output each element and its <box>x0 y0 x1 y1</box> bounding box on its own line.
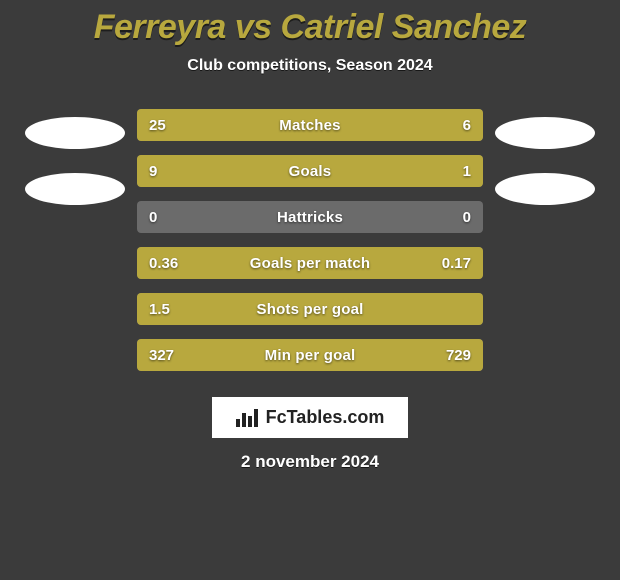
stat-bar-left-segment <box>137 155 448 187</box>
stat-bar-right-segment <box>448 155 483 187</box>
stats-section: Matches256 Goals91 Hattricks0 0 Goals per ma… <box>0 109 620 371</box>
right-avatar-column <box>495 109 595 205</box>
player-avatar-right-2 <box>495 173 595 205</box>
date-label: 2 november 2024 <box>241 452 379 472</box>
brand-text: FcTables.com <box>266 407 385 428</box>
stat-bar: Min per goal327729 <box>137 339 483 371</box>
stat-bar-left-segment <box>137 339 244 371</box>
brand-logo-box: FcTables.com <box>212 397 409 438</box>
stat-bar-right-segment <box>417 109 483 141</box>
page-title: Ferreyra vs Catriel Sanchez <box>94 8 527 47</box>
stat-bar-left-segment <box>137 109 417 141</box>
stat-bar-right-segment <box>372 247 483 279</box>
stat-bar: Goals91 <box>137 155 483 187</box>
stat-bar-left-segment <box>137 247 372 279</box>
stat-bar-left-value: 0 <box>137 201 169 233</box>
stat-bar: Hattricks0 0 <box>137 201 483 233</box>
player-avatar-left-1 <box>25 117 125 149</box>
player-avatar-right-1 <box>495 117 595 149</box>
stat-bar: Matches256 <box>137 109 483 141</box>
left-avatar-column <box>25 109 125 205</box>
stat-bar-right-segment <box>244 339 483 371</box>
stat-bar: Shots per goal1.5 <box>137 293 483 325</box>
stat-bar-label: Hattricks <box>137 201 483 233</box>
subtitle: Club competitions, Season 2024 <box>187 57 432 75</box>
comparison-card: Ferreyra vs Catriel Sanchez Club competi… <box>0 0 620 472</box>
stat-bar: Goals per match0.360.17 <box>137 247 483 279</box>
stat-bar-left-segment <box>137 293 483 325</box>
stat-bar-right-value: 0 <box>451 201 483 233</box>
stat-bars: Matches256 Goals91 Hattricks0 0 Goals per ma… <box>137 109 483 371</box>
player-avatar-left-2 <box>25 173 125 205</box>
bar-chart-icon <box>236 409 258 427</box>
